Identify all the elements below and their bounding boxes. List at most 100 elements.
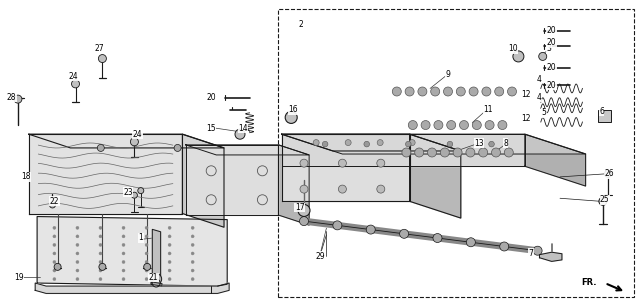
Text: 25: 25: [600, 195, 610, 204]
Text: 4: 4: [536, 75, 541, 84]
Circle shape: [456, 87, 465, 96]
Circle shape: [99, 269, 102, 272]
Circle shape: [122, 260, 125, 264]
Circle shape: [144, 264, 150, 270]
Circle shape: [76, 243, 79, 246]
Text: 29: 29: [315, 252, 325, 261]
Circle shape: [99, 235, 102, 238]
Polygon shape: [282, 134, 525, 166]
Circle shape: [168, 278, 171, 281]
Circle shape: [145, 269, 148, 272]
Circle shape: [599, 197, 607, 205]
Circle shape: [152, 279, 160, 287]
Circle shape: [145, 243, 148, 246]
Circle shape: [145, 278, 148, 281]
Circle shape: [99, 226, 102, 229]
Circle shape: [131, 192, 138, 198]
Circle shape: [500, 242, 509, 251]
Text: 20: 20: [547, 63, 557, 72]
Polygon shape: [152, 229, 161, 280]
Circle shape: [333, 221, 342, 230]
Circle shape: [405, 87, 414, 96]
Polygon shape: [37, 217, 227, 286]
Text: 27: 27: [94, 44, 104, 53]
Circle shape: [392, 87, 401, 96]
Circle shape: [495, 87, 504, 96]
Circle shape: [145, 235, 148, 238]
Circle shape: [168, 235, 171, 238]
Polygon shape: [540, 252, 562, 261]
Circle shape: [53, 235, 56, 238]
Circle shape: [191, 278, 194, 281]
Circle shape: [145, 226, 148, 229]
Circle shape: [53, 260, 56, 264]
Circle shape: [76, 235, 79, 238]
Text: 23: 23: [123, 188, 133, 197]
Circle shape: [145, 252, 148, 255]
Circle shape: [122, 278, 125, 281]
Circle shape: [482, 87, 491, 96]
Circle shape: [168, 252, 171, 255]
Circle shape: [53, 226, 56, 229]
Circle shape: [49, 202, 56, 208]
Polygon shape: [282, 134, 586, 154]
Text: 8: 8: [503, 139, 508, 148]
Circle shape: [485, 120, 494, 130]
Circle shape: [191, 269, 194, 272]
Circle shape: [76, 260, 79, 264]
Polygon shape: [186, 145, 278, 215]
Circle shape: [433, 234, 442, 242]
Circle shape: [122, 243, 125, 246]
Circle shape: [54, 264, 61, 270]
Circle shape: [300, 159, 308, 167]
Circle shape: [235, 129, 245, 139]
Circle shape: [345, 140, 351, 145]
Circle shape: [339, 159, 346, 167]
Text: 26: 26: [604, 169, 614, 178]
Circle shape: [174, 145, 181, 151]
Circle shape: [300, 185, 308, 193]
Circle shape: [498, 120, 507, 130]
Text: 3: 3: [547, 44, 552, 53]
Circle shape: [339, 185, 346, 193]
Circle shape: [298, 204, 310, 217]
Circle shape: [409, 140, 415, 145]
Circle shape: [513, 51, 524, 62]
Text: 12: 12: [522, 90, 531, 99]
Circle shape: [504, 148, 513, 157]
Text: 19: 19: [14, 273, 24, 282]
Circle shape: [472, 120, 481, 130]
Circle shape: [406, 141, 411, 147]
Text: 16: 16: [288, 105, 298, 114]
Circle shape: [191, 252, 194, 255]
Circle shape: [489, 141, 494, 147]
Text: 20: 20: [547, 81, 557, 90]
Circle shape: [285, 111, 297, 124]
Text: 11: 11: [483, 105, 492, 114]
Circle shape: [138, 188, 144, 194]
Text: 2: 2: [298, 20, 303, 29]
Circle shape: [122, 235, 125, 238]
Polygon shape: [282, 134, 461, 151]
Text: 15: 15: [206, 124, 216, 133]
Circle shape: [99, 264, 106, 270]
Circle shape: [99, 55, 106, 63]
Circle shape: [453, 148, 462, 157]
Polygon shape: [29, 134, 182, 213]
Circle shape: [431, 87, 440, 96]
Circle shape: [366, 225, 375, 234]
Circle shape: [191, 243, 194, 246]
Text: 24: 24: [68, 72, 79, 81]
Text: 20: 20: [547, 26, 557, 35]
Circle shape: [122, 226, 125, 229]
Circle shape: [605, 170, 611, 177]
Text: 5: 5: [541, 108, 547, 117]
Text: 28: 28: [7, 93, 16, 102]
Circle shape: [53, 278, 56, 281]
Circle shape: [168, 269, 171, 272]
Circle shape: [402, 148, 411, 157]
Circle shape: [418, 87, 427, 96]
Text: 6: 6: [599, 107, 604, 116]
Circle shape: [408, 120, 417, 130]
Circle shape: [415, 148, 424, 157]
